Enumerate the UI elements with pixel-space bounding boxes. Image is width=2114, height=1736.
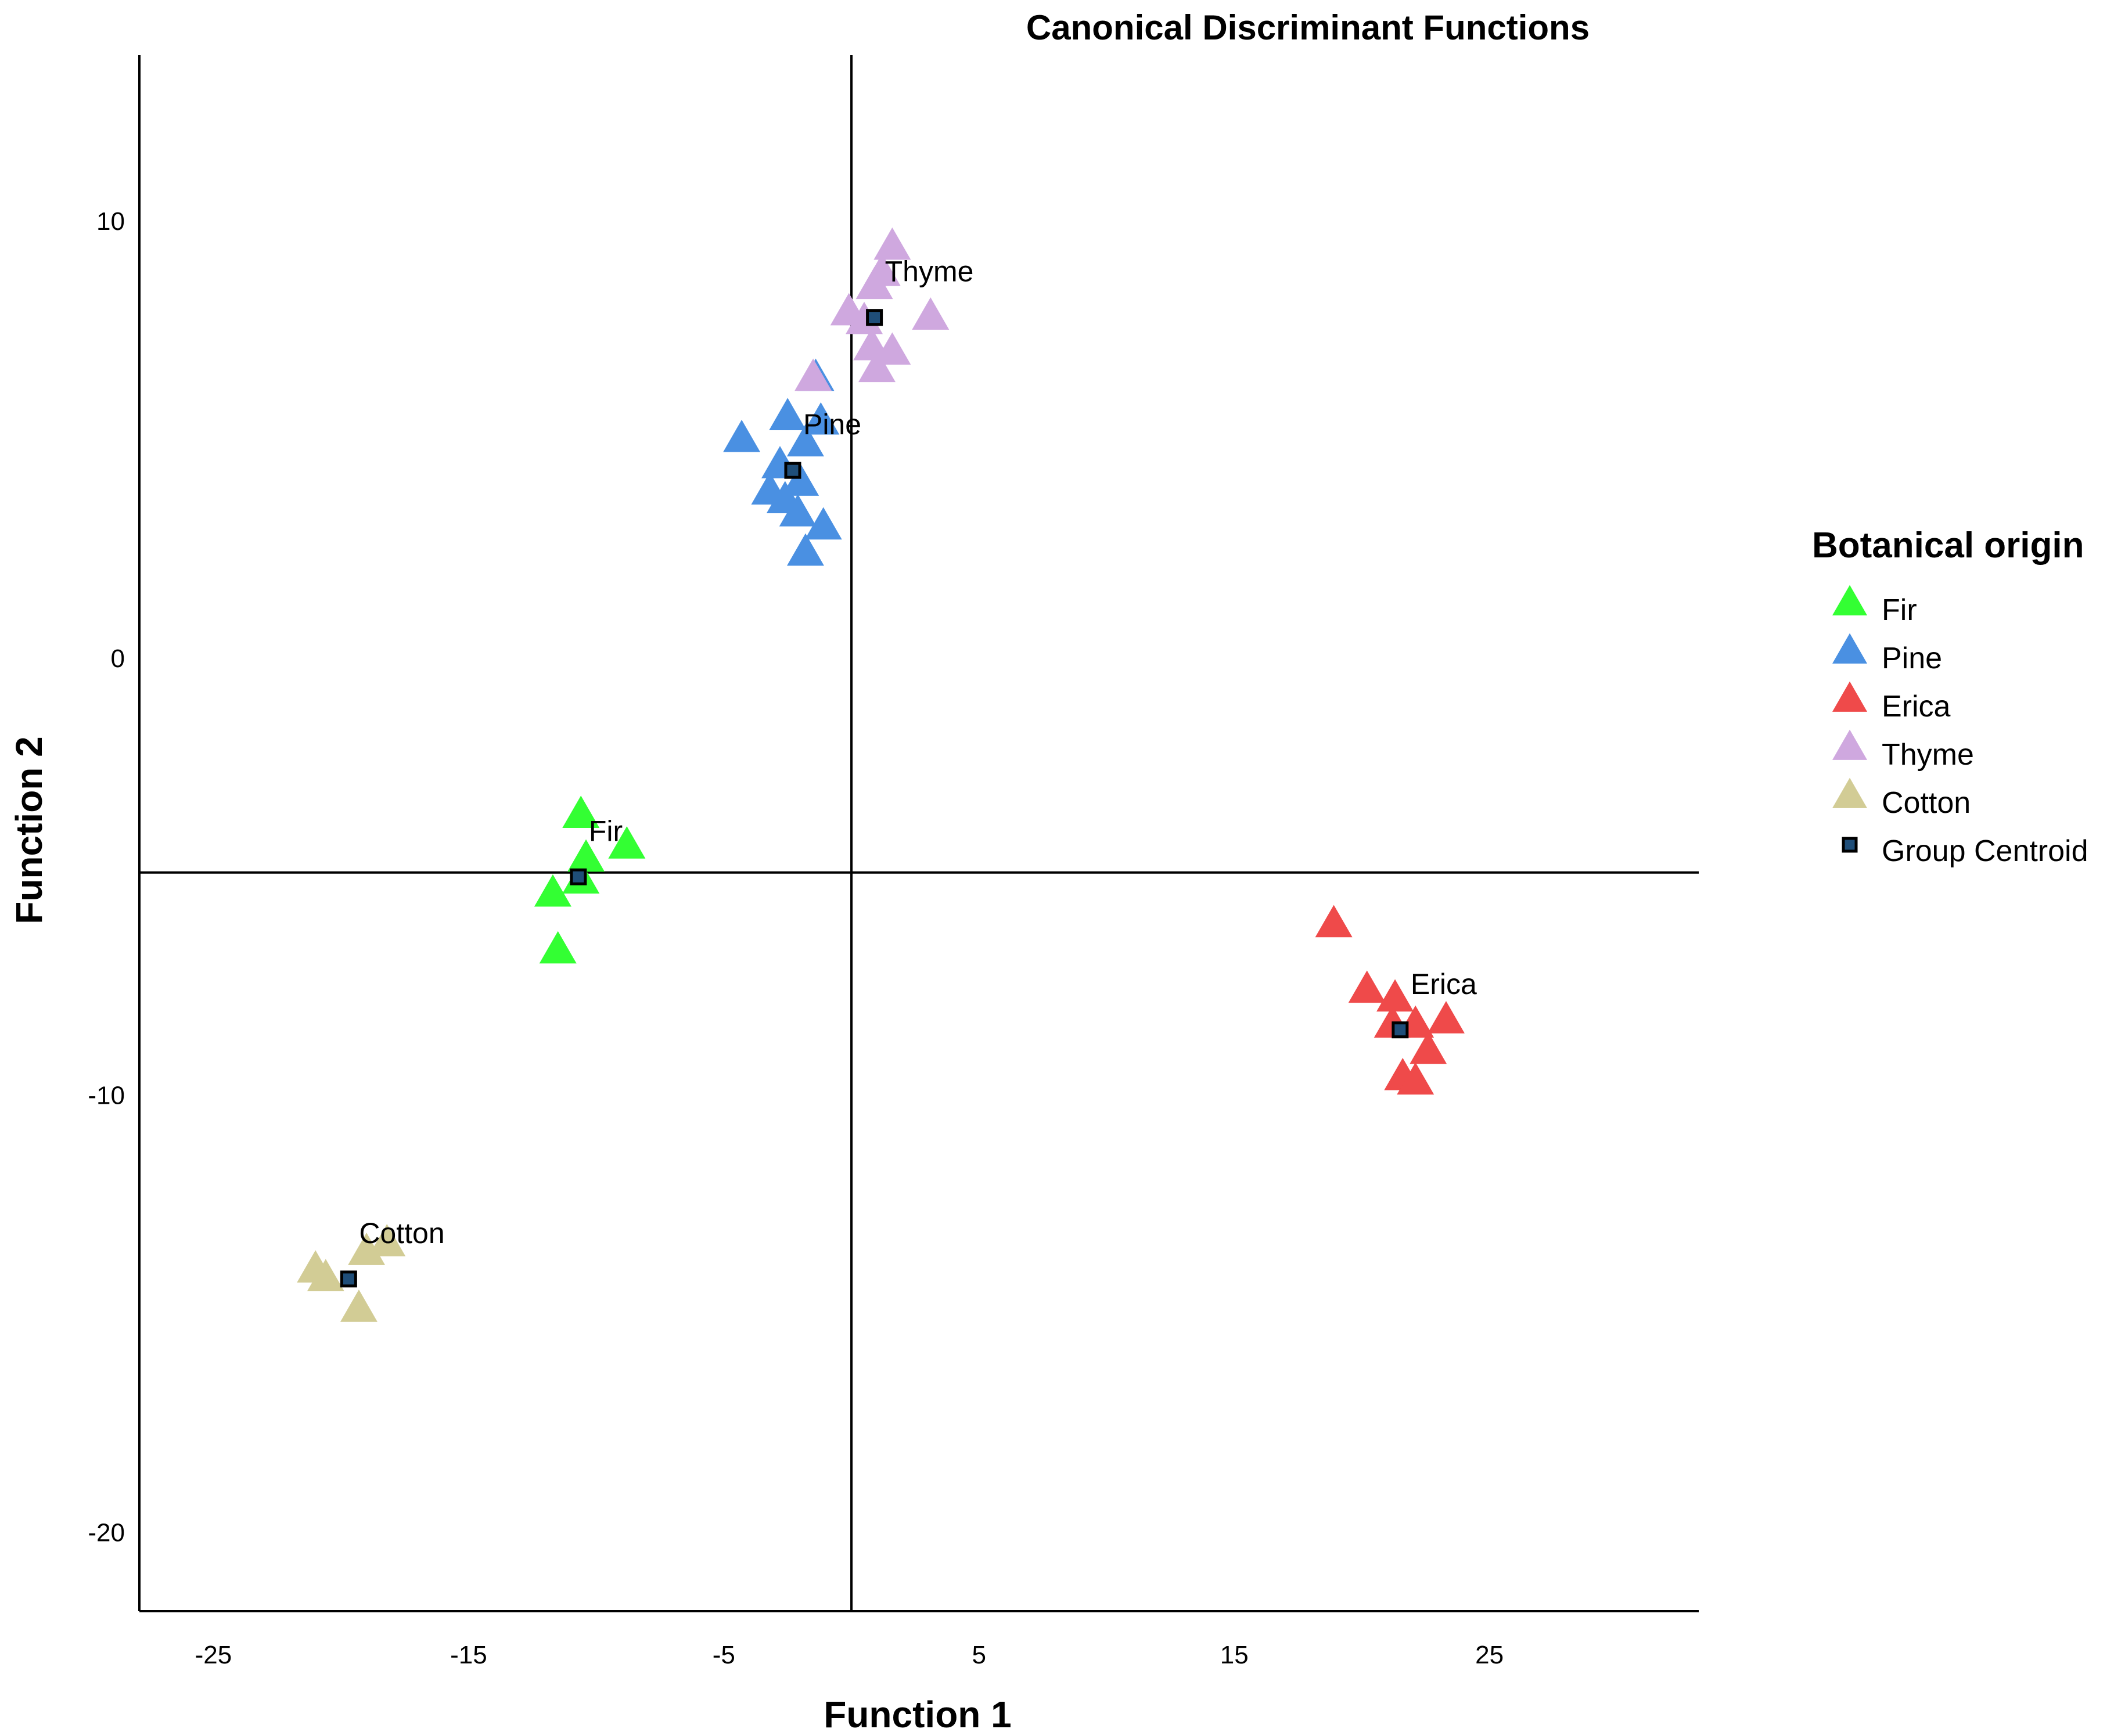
y-axis-title: Function 2 — [8, 736, 50, 924]
x-tick-label: -25 — [195, 1641, 232, 1669]
x-tick-label: 25 — [1475, 1641, 1504, 1669]
reference-lines — [139, 55, 1699, 1611]
point-erica — [1397, 1062, 1435, 1095]
point-pine — [786, 533, 824, 566]
y-tick-label: -10 — [88, 1082, 125, 1110]
point-thyme — [912, 297, 950, 330]
legend-marker-pine — [1832, 633, 1867, 664]
group-label-thyme: Thyme — [885, 255, 974, 288]
legend-label-thyme: Thyme — [1882, 738, 1974, 772]
point-erica — [1427, 1001, 1465, 1033]
data-points — [297, 227, 1465, 1322]
legend-marker-fir — [1832, 585, 1867, 615]
group-label-erica: Erica — [1411, 968, 1477, 1000]
x-tick-label: -15 — [450, 1641, 487, 1669]
plot-frame — [138, 55, 1699, 1612]
y-axis-ticks: 10 0 -10 -20 — [88, 207, 125, 1547]
centroid-thyme — [866, 309, 883, 326]
point-pine — [804, 507, 842, 540]
y-tick-label: 10 — [96, 207, 125, 236]
point-thyme — [858, 350, 896, 383]
point-thyme — [873, 227, 911, 260]
point-pine — [786, 424, 824, 457]
point-pine — [779, 494, 817, 527]
legend-label-group-centroid: Group Centroid — [1882, 834, 2088, 868]
point-erica — [1315, 905, 1353, 938]
legend-title: Botanical origin — [1812, 525, 2084, 566]
point-fir — [608, 826, 646, 859]
point-erica — [1376, 979, 1414, 1012]
group-label-fir: Fir — [589, 815, 623, 847]
point-fir — [539, 931, 577, 964]
point-cotton — [340, 1290, 378, 1322]
point-pine — [802, 402, 840, 435]
legend-label-erica: Erica — [1882, 690, 1951, 723]
x-tick-label: 5 — [972, 1641, 986, 1669]
legend-marker-thyme — [1832, 729, 1867, 760]
point-pine — [769, 398, 807, 430]
point-cotton — [368, 1224, 406, 1256]
x-tick-label: 15 — [1220, 1641, 1249, 1669]
centroid-fir — [570, 868, 587, 885]
chart-title: Canonical Discriminant Functions — [1026, 8, 1590, 47]
legend: Botanical origin Fir Pine Erica Thyme Cotton… — [1812, 525, 2088, 868]
centroid-erica — [1392, 1021, 1409, 1039]
point-erica — [1410, 1031, 1447, 1064]
x-tick-label: -5 — [713, 1641, 735, 1669]
point-pine — [723, 419, 761, 452]
group-label-cotton: Cotton — [359, 1217, 444, 1249]
point-fir — [534, 874, 571, 907]
point-thyme — [873, 332, 911, 365]
y-tick-label: 0 — [111, 644, 125, 673]
point-pine — [782, 463, 819, 496]
group-label-pine: Pine — [803, 408, 861, 441]
x-axis-ticks: -25 -15 -5 5 15 25 — [195, 1641, 1504, 1669]
point-thyme — [855, 266, 893, 300]
point-thyme — [846, 301, 883, 334]
point-thyme — [794, 358, 832, 391]
legend-marker-group-centroid — [1842, 837, 1858, 853]
point-fir — [567, 839, 605, 872]
point-cotton — [348, 1233, 386, 1265]
group-centroids — [340, 309, 1409, 1288]
point-cotton — [307, 1259, 344, 1292]
legend-label-fir: Fir — [1882, 593, 1917, 627]
legend-label-pine: Pine — [1882, 642, 1942, 675]
legend-label-cotton: Cotton — [1882, 786, 1971, 820]
y-tick-label: -20 — [88, 1518, 125, 1547]
point-erica — [1348, 970, 1386, 1003]
legend-marker-erica — [1832, 681, 1867, 712]
point-fir — [562, 795, 600, 829]
legend-marker-cotton — [1832, 777, 1867, 808]
group-labels: Fir Pine Erica Thyme Cotton — [359, 255, 1477, 1249]
centroid-cotton — [340, 1270, 357, 1288]
x-axis-title: Function 1 — [824, 1694, 1012, 1735]
centroid-pine — [784, 462, 801, 479]
